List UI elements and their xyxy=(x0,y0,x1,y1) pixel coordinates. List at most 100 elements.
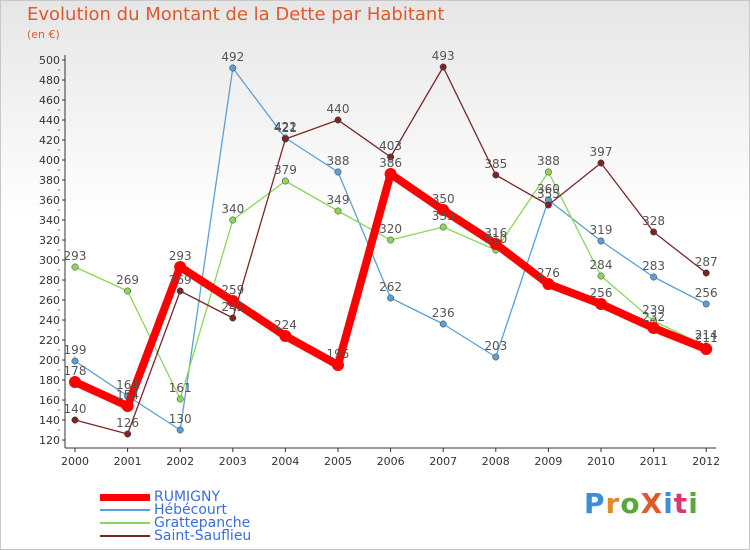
data-label: 333 xyxy=(432,209,455,223)
data-point xyxy=(437,204,450,216)
data-point xyxy=(176,426,184,434)
legend-swatch xyxy=(100,493,150,501)
y-minor-dot xyxy=(58,369,60,371)
x-tick-label: 2005 xyxy=(324,455,352,468)
legend-swatch xyxy=(100,522,150,524)
data-point xyxy=(700,343,713,355)
x-tick-label: 2002 xyxy=(166,455,194,468)
x-tick-label: 2006 xyxy=(377,455,405,468)
data-label: 349 xyxy=(327,193,350,207)
data-label: 422 xyxy=(274,120,297,134)
y-minor-dot xyxy=(58,429,60,431)
data-point xyxy=(439,320,447,328)
data-label: 232 xyxy=(642,310,665,324)
data-label: 195 xyxy=(327,347,350,361)
data-point xyxy=(597,272,605,280)
y-minor-dot xyxy=(58,289,60,291)
data-label: 262 xyxy=(379,280,402,294)
data-point xyxy=(281,135,289,143)
legend-label: Hébécourt xyxy=(154,502,228,518)
x-tick-label: 2012 xyxy=(692,455,720,468)
data-point xyxy=(281,177,289,185)
data-label: 320 xyxy=(379,222,402,236)
logo-letter: X xyxy=(640,487,664,520)
x-tick-label: 2009 xyxy=(534,455,562,468)
data-label: 316 xyxy=(484,226,507,240)
data-label: 130 xyxy=(169,412,192,426)
data-point xyxy=(71,263,79,271)
legend-label: Grattepanche xyxy=(154,515,251,531)
legend-swatch xyxy=(100,535,150,537)
data-point xyxy=(229,314,237,322)
y-minor-dot xyxy=(58,69,60,71)
data-point xyxy=(439,63,447,71)
data-label: 340 xyxy=(221,202,244,216)
data-label: 388 xyxy=(327,154,350,168)
data-point xyxy=(597,159,605,167)
y-tick-label: 120 xyxy=(39,434,60,447)
y-tick-label: 160 xyxy=(39,394,60,407)
logo-letter: P xyxy=(584,487,606,520)
proxiti-logo: ProXiti xyxy=(584,487,699,520)
data-label: 350 xyxy=(432,192,455,206)
data-label: 269 xyxy=(169,273,192,287)
data-point xyxy=(647,322,660,334)
data-point xyxy=(229,64,237,72)
data-label: 203 xyxy=(484,339,507,353)
data-label: 269 xyxy=(116,273,139,287)
data-point xyxy=(174,261,187,273)
data-point xyxy=(332,359,344,371)
data-label: 403 xyxy=(379,139,402,153)
x-tick-label: 2001 xyxy=(114,455,142,468)
data-label: 211 xyxy=(695,331,718,345)
y-minor-dot xyxy=(58,269,60,271)
data-point xyxy=(489,238,502,250)
data-label: 256 xyxy=(695,286,718,300)
y-tick-label: 300 xyxy=(39,254,60,267)
y-minor-dot xyxy=(58,109,60,111)
x-tick-label: 2008 xyxy=(482,455,510,468)
y-minor-dot xyxy=(58,149,60,151)
legend-label: RUMIGNY xyxy=(154,489,221,505)
data-point xyxy=(492,171,500,179)
y-minor-dot xyxy=(58,169,60,171)
legend-item: Grattepanche xyxy=(100,515,251,531)
y-minor-dot xyxy=(58,409,60,411)
x-tick-label: 2000 xyxy=(61,455,89,468)
data-label: 140 xyxy=(64,402,87,416)
data-label: 256 xyxy=(590,286,613,300)
data-label: 379 xyxy=(274,163,297,177)
data-point xyxy=(124,430,132,438)
y-minor-dot xyxy=(58,209,60,211)
y-minor-dot xyxy=(58,329,60,331)
data-label: 385 xyxy=(484,157,507,171)
data-label: 492 xyxy=(221,50,244,64)
data-point xyxy=(595,298,607,310)
y-tick-label: 380 xyxy=(39,174,60,187)
data-label: 388 xyxy=(537,154,560,168)
data-label: 293 xyxy=(64,249,87,263)
data-point xyxy=(176,287,184,295)
y-tick-label: 140 xyxy=(39,414,60,427)
legend-swatch xyxy=(100,509,150,511)
data-point xyxy=(702,300,710,308)
legend-label: Saint-Sauflieu xyxy=(154,528,252,544)
data-label: 164 xyxy=(116,378,139,392)
data-label: 310 xyxy=(484,232,507,246)
y-tick-label: 240 xyxy=(39,314,60,327)
data-point xyxy=(384,168,397,180)
y-tick-label: 340 xyxy=(39,214,60,227)
y-tick-label: 280 xyxy=(39,274,60,287)
data-label: 284 xyxy=(590,258,613,272)
data-label: 360 xyxy=(537,182,560,196)
data-label: 355 xyxy=(537,187,560,201)
data-point xyxy=(121,400,134,412)
data-point xyxy=(387,236,395,244)
y-tick-label: 440 xyxy=(39,114,60,127)
data-label: 154 xyxy=(116,388,139,402)
y-tick-label: 320 xyxy=(39,234,60,247)
data-label: 287 xyxy=(695,255,718,269)
data-point xyxy=(597,237,605,245)
data-point xyxy=(334,168,342,176)
data-label: 319 xyxy=(590,223,613,237)
